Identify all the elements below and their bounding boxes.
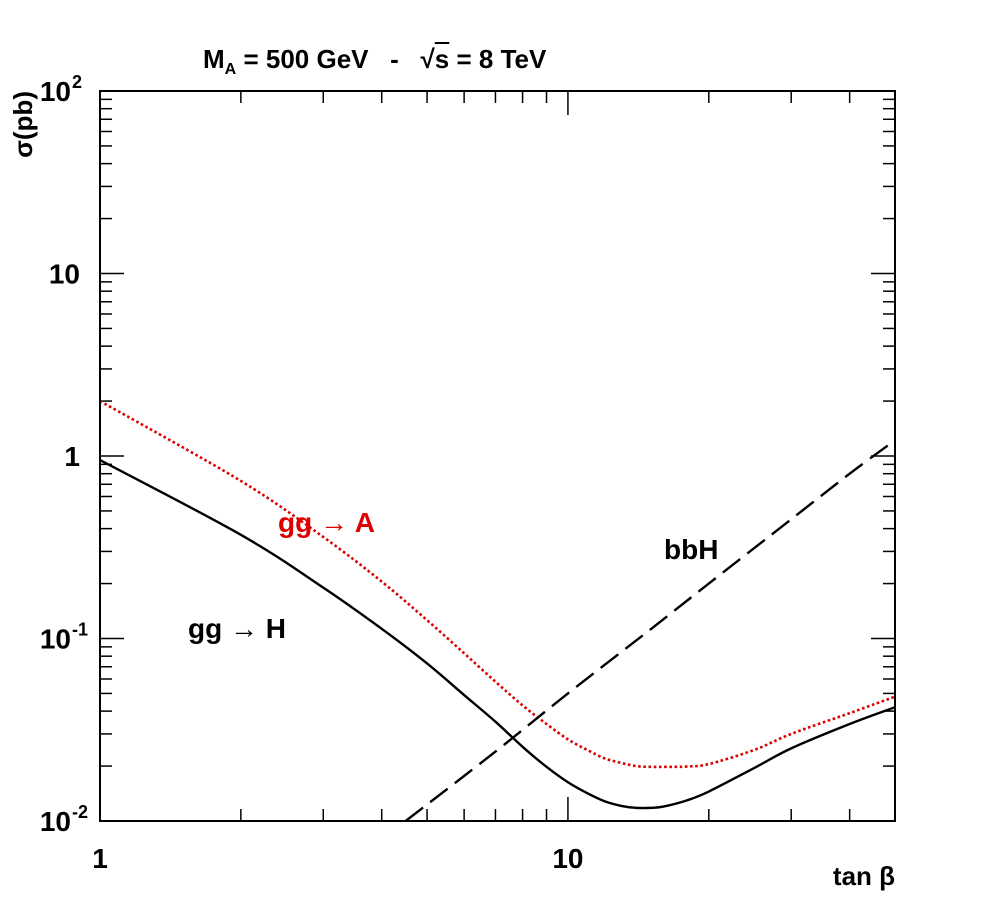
chart-title: MA = 500 GeV - √s = 8 TeV xyxy=(203,44,546,79)
y-tick-exponent: -2 xyxy=(72,802,88,822)
y-tick-exponent: 2 xyxy=(72,72,82,92)
title-mass-symbol: M xyxy=(203,44,225,74)
x-axis-label: tan β xyxy=(833,861,895,891)
y-axis-label: σ(pb) xyxy=(8,91,38,158)
y-tick-label: 10 xyxy=(40,806,71,837)
series-line-gg-a xyxy=(100,399,895,769)
series-label-bbh: bbH xyxy=(664,534,718,565)
y-tick-label: 1 xyxy=(64,441,80,472)
y-tick-label: 10 xyxy=(40,76,71,107)
title-mass-subscript: A xyxy=(224,61,237,79)
y-tick-label: 10 xyxy=(40,624,71,655)
title-mass-value: = 500 GeV xyxy=(236,44,369,74)
series-label-gg-h: gg → H xyxy=(188,613,286,644)
series-label-gg-a: gg → A xyxy=(278,507,375,538)
title-energy-symbol: s xyxy=(434,44,450,74)
minor-ticks xyxy=(99,90,896,822)
sqrt-icon: √ xyxy=(420,44,435,74)
y-tick-exponent: -1 xyxy=(72,620,88,640)
series-line-bbh xyxy=(404,439,895,821)
title-energy-value: = 8 TeV xyxy=(449,44,547,74)
y-tick-label: 10 xyxy=(49,259,80,290)
x-tick-label: 10 xyxy=(552,843,583,874)
series-line-gg-h xyxy=(100,459,895,810)
title-separator: - xyxy=(390,44,399,74)
x-tick-label: 1 xyxy=(92,843,108,874)
plot-frame xyxy=(99,90,896,822)
series-layer xyxy=(100,399,895,821)
